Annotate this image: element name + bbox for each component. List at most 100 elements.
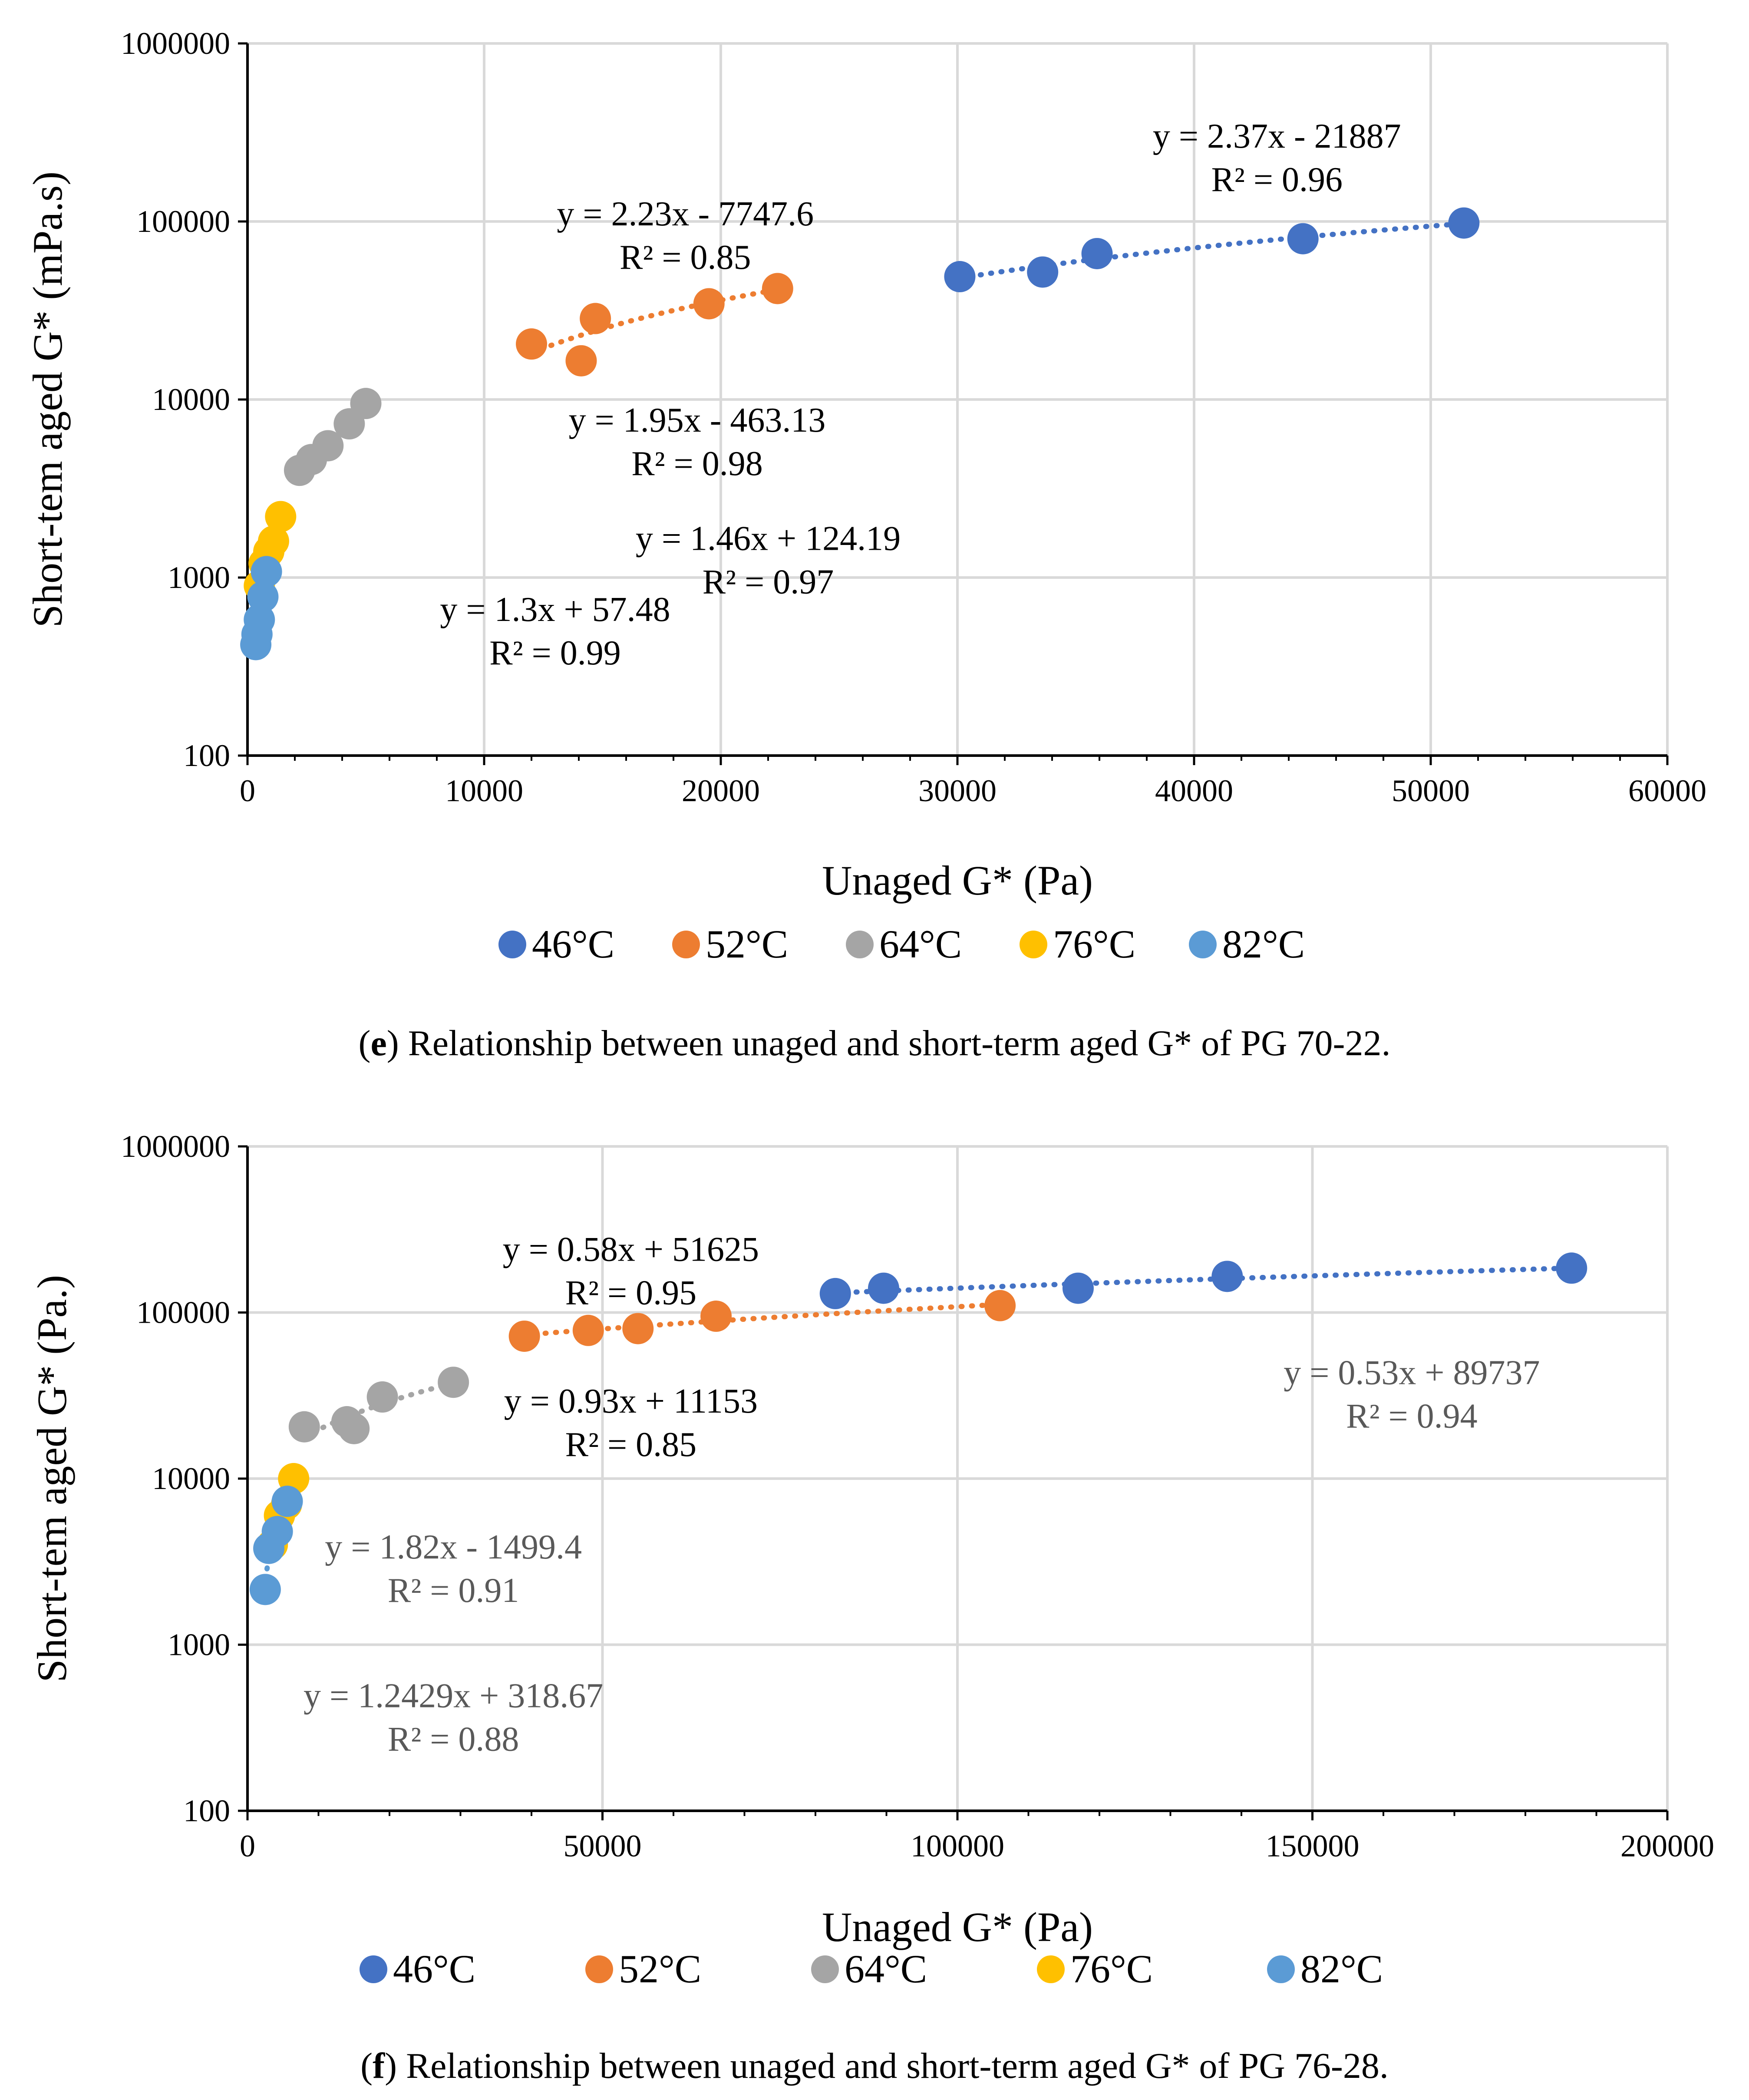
- x-tick-label: 40000: [1155, 773, 1233, 808]
- data-points: [249, 1252, 1587, 1605]
- legend-label: 82°C: [1300, 1947, 1383, 1991]
- x-axis-title: Unaged G* (Pa): [822, 1904, 1093, 1950]
- data-point: [244, 604, 275, 635]
- r-squared-label: R² = 0.88: [388, 1720, 519, 1759]
- data-points: [240, 207, 1480, 660]
- data-point: [438, 1367, 469, 1398]
- r-squared-label: R² = 0.99: [489, 634, 620, 672]
- legend-marker: [672, 931, 700, 958]
- y-tick-label: 100: [183, 1793, 230, 1828]
- data-point: [572, 1314, 604, 1346]
- legend-label: 52°C: [619, 1947, 701, 1991]
- r-squared-label: R² = 0.97: [703, 563, 834, 601]
- data-point: [622, 1313, 654, 1344]
- data-point: [251, 556, 282, 588]
- data-point: [700, 1301, 732, 1332]
- data-point: [762, 273, 793, 304]
- data-point: [1027, 256, 1059, 288]
- x-tick-labels: 0 50000 100000 150000 200000: [240, 1811, 1714, 1863]
- legend-marker: [811, 1955, 839, 1983]
- legend: 46°C 52°C 64°C 76°C 82°C: [360, 1947, 1383, 1991]
- trendline-equation: y = 0.93x + 11153: [504, 1382, 758, 1420]
- data-point: [1062, 1272, 1094, 1304]
- y-tick-label: 100000: [136, 1295, 230, 1330]
- data-point: [261, 1516, 293, 1547]
- chart-panel-e: 0 10000 20000 30000 40000 50000 60000 10010001…: [24, 26, 1706, 1063]
- trendline-equation: y = 0.58x + 51625: [503, 1230, 759, 1268]
- data-point: [944, 261, 976, 293]
- caption-label: f: [373, 2046, 385, 2086]
- data-point: [271, 1486, 303, 1517]
- y-tick-label: 1000000: [121, 1129, 230, 1164]
- caption-text: ) Relationship between unaged and short-…: [387, 1023, 1391, 1063]
- trendline: [521, 1301, 1003, 1337]
- x-tick-label: 100000: [911, 1829, 1004, 1863]
- y-tick-label: 100: [183, 738, 230, 773]
- legend-label: 52°C: [706, 922, 788, 966]
- legend-label: 46°C: [532, 922, 614, 966]
- data-point: [249, 1574, 281, 1605]
- x-tick-label: 20000: [682, 773, 760, 808]
- data-point: [1287, 223, 1319, 254]
- data-point: [508, 1321, 540, 1352]
- x-tick-label: 60000: [1628, 773, 1706, 808]
- legend-label: 76°C: [1070, 1947, 1153, 1991]
- r-squared-label: R² = 0.94: [1346, 1397, 1477, 1436]
- data-point: [819, 1278, 851, 1309]
- trendline-equation: y = 1.2429x + 318.67: [304, 1677, 603, 1715]
- x-tick-label: 10000: [445, 773, 523, 808]
- data-point: [1448, 207, 1480, 239]
- trendline: [832, 1265, 1574, 1296]
- legend-marker: [846, 931, 874, 958]
- x-tick-label: 0: [240, 773, 255, 808]
- legend: 46°C 52°C 64°C 76°C 82°C: [498, 922, 1305, 966]
- y-tick-label: 100000: [136, 204, 230, 239]
- trendline-equation: y = 2.23x - 7747.6: [557, 195, 814, 233]
- r-squared-label: R² = 0.95: [565, 1274, 696, 1312]
- data-point: [247, 581, 279, 613]
- legend-marker: [498, 931, 526, 958]
- r-squared-label: R² = 0.91: [388, 1572, 519, 1610]
- trendline-equation: y = 1.82x - 1499.4: [325, 1528, 582, 1566]
- caption-label: e: [370, 1023, 386, 1063]
- data-point: [265, 501, 297, 532]
- trendline-equations: y = 2.37x - 21887 R² = 0.96 y = 2.23x - 77…: [440, 117, 1401, 672]
- gridlines: [248, 1145, 1669, 1811]
- legend-marker: [1020, 931, 1047, 958]
- data-point: [580, 303, 611, 334]
- trendline: [529, 287, 780, 356]
- caption-text: ) Relationship between unaged and short-…: [385, 2046, 1389, 2086]
- legend-marker: [1189, 931, 1217, 958]
- y-tick-label: 1000: [168, 560, 230, 595]
- data-point: [693, 288, 725, 320]
- legend-label: 46°C: [393, 1947, 475, 1991]
- trendlines: [253, 221, 1467, 652]
- figure-caption: (f) Relationship between unaged and shor…: [360, 2046, 1389, 2086]
- trendline-equation: y = 1.3x + 57.48: [440, 591, 670, 629]
- y-axis-title: Short-tem aged G* (mPa.s): [24, 172, 71, 627]
- data-point: [1211, 1261, 1243, 1292]
- legend-label: 64°C: [845, 1947, 927, 1991]
- x-tick-label: 0: [240, 1829, 255, 1863]
- trendline-equation: y = 0.53x + 89737: [1284, 1354, 1540, 1392]
- legend-marker: [1037, 1955, 1065, 1983]
- x-tick-label: 200000: [1620, 1829, 1714, 1863]
- gridlines: [248, 42, 1669, 756]
- data-point: [868, 1272, 899, 1304]
- data-point: [366, 1381, 398, 1413]
- trendline-equation: y = 1.95x - 463.13: [569, 401, 826, 439]
- legend-marker: [1267, 1955, 1295, 1983]
- legend-label: 76°C: [1053, 922, 1135, 966]
- data-point: [984, 1290, 1016, 1321]
- y-tick-labels: 100 1000 10000 100000 1000000: [121, 1129, 248, 1828]
- data-point: [565, 345, 597, 376]
- data-point: [516, 328, 547, 360]
- r-squared-label: R² = 0.98: [631, 445, 762, 483]
- chart-panel-f: 0 50000 100000 150000 200000 100100010000100…: [29, 1129, 1714, 2086]
- y-tick-label: 10000: [152, 1461, 230, 1496]
- x-axis-title: Unaged G* (Pa): [822, 857, 1093, 904]
- r-squared-label: R² = 0.85: [565, 1426, 696, 1464]
- x-tick-label: 150000: [1266, 1829, 1360, 1863]
- data-point: [312, 430, 344, 462]
